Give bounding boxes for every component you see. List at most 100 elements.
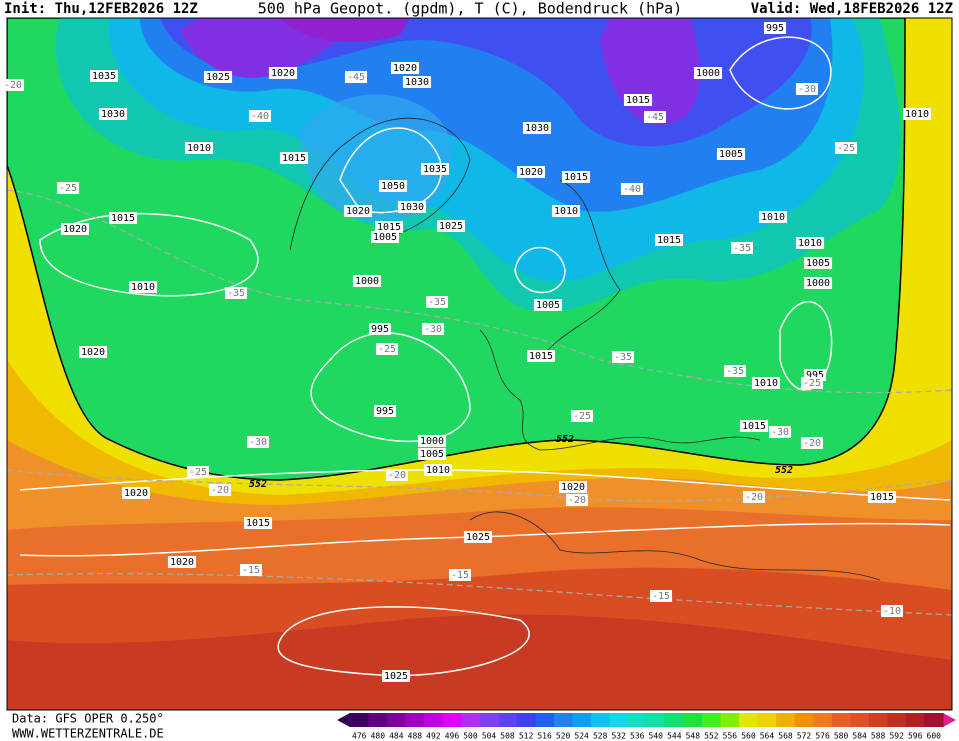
- temperature-label-group: -15: [448, 569, 472, 581]
- pressure-label: 1015: [246, 518, 270, 529]
- temperature-label-group: -45: [643, 111, 667, 123]
- colorbar-label: 600: [927, 732, 942, 741]
- colorbar-swatch: [442, 713, 462, 727]
- pressure-label-box: [373, 405, 397, 417]
- colorbar-swatch: [646, 713, 666, 727]
- pressure-label: 1000: [355, 276, 379, 287]
- colorbar-swatch: [924, 713, 944, 727]
- pressure-label-box: [716, 148, 746, 160]
- temperature-label-group: -15: [239, 564, 263, 576]
- colorbar-label: 520: [556, 732, 571, 741]
- pressure-label-group: 1015: [526, 350, 556, 362]
- pressure-label-box: [867, 491, 897, 503]
- temperature-label: -25: [59, 183, 77, 194]
- pressure-label-box: [167, 556, 197, 568]
- pressure-label-group: 1005: [533, 299, 563, 311]
- pressure-label: 1005: [536, 300, 560, 311]
- colorbar-swatch: [553, 713, 573, 727]
- pressure-label-box: [522, 122, 552, 134]
- temperature-label-group: -25: [570, 410, 594, 422]
- temperature-label-box: [448, 569, 472, 581]
- colorbar-label: 508: [500, 732, 515, 741]
- temperature-label: -20: [745, 492, 763, 503]
- pressure-label-box: [402, 76, 432, 88]
- pressure-label: 1030: [400, 202, 424, 213]
- temperature-label: -25: [803, 378, 821, 389]
- pressure-label: 995: [371, 324, 389, 335]
- pressure-label-box: [374, 221, 404, 233]
- pressure-label-group: 1015: [243, 517, 273, 529]
- colorbar-swatch: [702, 713, 722, 727]
- pressure-label-box: [803, 277, 833, 289]
- pressure-label: 1020: [124, 488, 148, 499]
- colorbar-label: 548: [686, 732, 701, 741]
- pressure-label-box: [693, 67, 723, 79]
- temperature-label: -35: [726, 366, 744, 377]
- temperature-label: -15: [652, 591, 670, 602]
- pressure-label: 1025: [206, 72, 230, 83]
- temperature-label-group: -20: [565, 494, 589, 506]
- pressure-label-box: [739, 420, 769, 432]
- pressure-label: 1025: [466, 532, 490, 543]
- colorbar-label: 576: [815, 732, 830, 741]
- pressure-label-group: 1010: [423, 464, 453, 476]
- pressure-label: 1000: [420, 436, 444, 447]
- map-labels: 1035 1025 1020 1030 1010 1015 1015 1020 1010 1020…: [1, 22, 932, 682]
- valid-label: Valid: Wed,18FEB2026 12Z: [751, 1, 953, 17]
- pressure-label-group: 1005: [716, 148, 746, 160]
- temperature-label: -30: [771, 427, 789, 438]
- pressure-label-group: 1030: [98, 108, 128, 120]
- colorbar-label: 540: [649, 732, 664, 741]
- temperature-label: -30: [798, 84, 816, 95]
- pressure-label-group: 1020: [516, 166, 546, 178]
- colorbar-label: 564: [760, 732, 775, 741]
- pressure-label: 1015: [377, 222, 401, 233]
- colorbar-label: 516: [537, 732, 552, 741]
- pressure-label: 1020: [346, 206, 370, 217]
- temperature-label: -35: [227, 288, 245, 299]
- pressure-label-box: [108, 212, 138, 224]
- pressure-label-box: [423, 464, 453, 476]
- temperature-label-group: -45: [344, 71, 368, 83]
- pressure-label-group: 1005: [417, 448, 447, 460]
- pressure-label-box: [98, 108, 128, 120]
- pressure-label-box: [551, 205, 581, 217]
- pressure-label-group: 1010: [551, 205, 581, 217]
- pressure-label-group: 1030: [402, 76, 432, 88]
- temperature-label-group: -20: [208, 484, 232, 496]
- temperature-label-group: -15: [649, 590, 673, 602]
- pressure-label: 1025: [439, 221, 463, 232]
- pressure-label-group: 1030: [397, 201, 427, 213]
- colorbar-swatch: [831, 713, 851, 727]
- map-title: 500 hPa Geopot. (gpdm), T (C), Bodendruc…: [258, 0, 682, 18]
- pressure-label-group: 1005: [803, 257, 833, 269]
- pressure-label-group: 995: [763, 22, 787, 34]
- temperature-label-box: [800, 377, 824, 389]
- colorbar-label: 524: [574, 732, 589, 741]
- colorbar-label: 480: [371, 732, 386, 741]
- temperature-label-box: [742, 491, 766, 503]
- colorbar-swatch: [887, 713, 907, 727]
- colorbar-swatch: [720, 713, 740, 727]
- temperature-label-group: -20: [742, 491, 766, 503]
- pressure-label: 1020: [170, 557, 194, 568]
- colorbar-label: 536: [630, 732, 645, 741]
- coastlines: [289, 117, 881, 581]
- temperature-label-group: -40: [248, 110, 272, 122]
- pressure-label-group: 1010: [184, 142, 214, 154]
- temperature-label-box: [880, 605, 904, 617]
- pressure-label: 1005: [719, 149, 743, 160]
- colorbar-label: 496: [445, 732, 460, 741]
- pressure-label-box: [526, 350, 556, 362]
- pressure-label-group: 1015: [654, 234, 684, 246]
- temperature-label-box: [768, 426, 792, 438]
- temperature-label: -25: [378, 344, 396, 355]
- colorbar-swatch: [757, 713, 777, 727]
- temperature-label-box: [570, 410, 594, 422]
- pressure-label-group: 1020: [78, 346, 108, 358]
- colorbar-swatch: [350, 713, 370, 727]
- pressure-label-group: 1025: [436, 220, 466, 232]
- pressure-label-group: 1035: [89, 70, 119, 82]
- temperature-label-group: -20: [1, 79, 25, 91]
